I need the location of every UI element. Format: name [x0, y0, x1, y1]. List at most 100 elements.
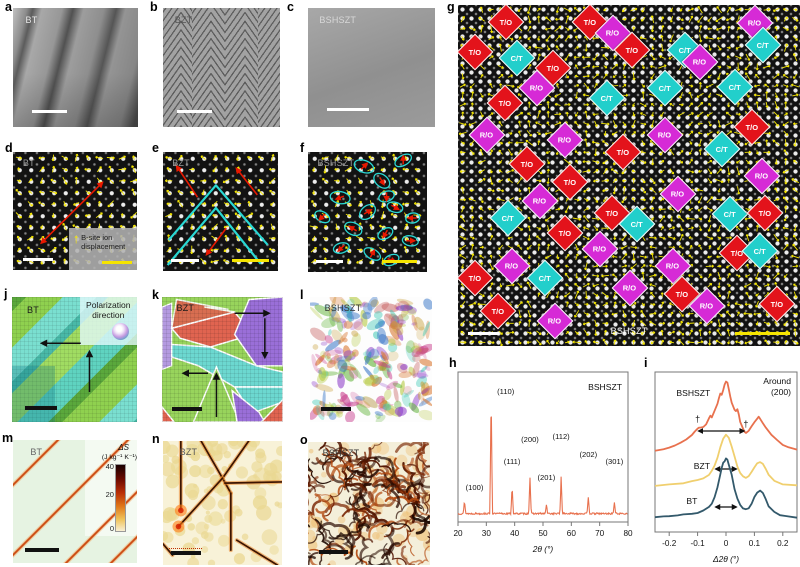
panel-letter-i: i: [644, 356, 648, 370]
svg-text:80: 80: [623, 529, 633, 538]
svg-text:60: 60: [567, 529, 577, 538]
sample-label: BSHSZT: [322, 448, 360, 459]
panel-i-peak-profiles: BSHSZT BZT BT † † Around (200) -0.2 -0.1 0 0.1 0.2 Δ…: [645, 358, 800, 566]
scale-bar: [24, 405, 57, 410]
svg-text:40: 40: [510, 529, 520, 538]
polarization-legend-inset: Polarization direction: [79, 297, 137, 345]
herringbone-strip: [180, 8, 193, 127]
crosshatch-texture: [162, 297, 283, 422]
scale-bar: [171, 551, 202, 556]
svg-text:20: 20: [453, 529, 463, 538]
sample-label: BSHSZT: [317, 158, 355, 168]
xrd-plot: (100) (110) (111) (200) (201) (112) (202) (301)…: [453, 371, 633, 554]
sample-label: BZT: [172, 157, 190, 168]
colorbar-gradient: [115, 464, 127, 532]
color-wheel-sphere: [111, 323, 129, 341]
svg-text:Δ2θ (°): Δ2θ (°): [712, 554, 739, 564]
panel-a-tem-bt: BT: [13, 8, 138, 127]
sample-label: BSHSZT: [324, 303, 362, 314]
svg-text:(202): (202): [579, 450, 597, 459]
herringbone-strip: [244, 8, 258, 127]
panel-d-stem-bt: ↑ B-site ion displacement BT: [13, 152, 137, 270]
sample-label: BZT: [174, 15, 193, 26]
svg-text:30: 30: [482, 529, 492, 538]
tem-uniform-texture: [308, 8, 435, 127]
scale-bar: [468, 332, 500, 336]
displacement-vector-field: [309, 153, 422, 266]
scale-bar: [318, 550, 349, 555]
polarization-arrows: [39, 339, 94, 392]
svg-text:†: †: [743, 419, 748, 429]
panel-letter-b: b: [150, 0, 158, 14]
colorbar-tick-40: 40: [105, 462, 114, 471]
domain-wall-network: [163, 441, 282, 565]
colorbar-tick-0: 0: [109, 524, 114, 533]
herringbone-strip: [192, 8, 211, 127]
vector-scale-bar: [735, 332, 790, 336]
entropy-colorbar: ΔS (J kg⁻¹ K⁻¹) 40 20 0: [77, 440, 137, 563]
panel-letter-a: a: [5, 0, 12, 14]
svg-text:Around: Around: [763, 376, 791, 386]
displacement-vector-field: [164, 153, 276, 265]
nanodomain-wall-squiggles: [308, 442, 430, 565]
panel-h-xrd: (100) (110) (111) (200) (201) (112) (202) (301)…: [450, 358, 635, 566]
svg-text:(110): (110): [497, 387, 515, 396]
herringbone-strip: [257, 8, 280, 127]
sample-label: BZT: [179, 447, 198, 458]
domain-shade: [12, 365, 55, 422]
panel-letter-k: k: [152, 288, 159, 302]
svg-text:BT: BT: [686, 496, 698, 506]
colorbar-tick-20: 20: [105, 490, 114, 499]
panel-l-polarization-bshszt: BSHSZT: [310, 297, 432, 422]
svg-text:-0.2: -0.2: [662, 539, 677, 548]
tem-herringbone-texture: [163, 8, 280, 127]
polarization-arrows: [181, 309, 271, 417]
panel-letter-h: h: [449, 356, 457, 370]
domain-annotation: [166, 164, 269, 266]
panel-letter-n: n: [152, 432, 160, 446]
scale-bar: [171, 407, 202, 411]
sample-label: BT: [27, 304, 39, 315]
panel-letter-f: f: [300, 141, 305, 155]
svg-text:BZT: BZT: [694, 461, 711, 471]
sample-label: BT: [25, 15, 38, 26]
domain-annotation: [40, 181, 104, 245]
svg-text:(111): (111): [504, 457, 521, 466]
scale-bar: [177, 110, 213, 114]
panel-letter-c: c: [287, 0, 294, 14]
dotted-profile-line: [168, 547, 203, 549]
panel-letter-o: o: [300, 433, 308, 447]
scale-bar: [327, 107, 369, 111]
svg-text:(100): (100): [466, 483, 484, 492]
inset-caption: Polarization direction: [86, 300, 131, 321]
panel-g-stem-phase-map: T/O T/O R/O R/O T/O C/T T/O C/T C/T R/O T/O R/O C/T C…: [458, 5, 800, 346]
colorbar-units: (J kg⁻¹ K⁻¹): [101, 454, 137, 461]
polar-cluster-annotation: [314, 153, 421, 267]
svg-text:(200): (200): [771, 387, 791, 397]
sample-label: BSHSZT: [319, 15, 357, 26]
svg-text:(112): (112): [553, 432, 571, 441]
svg-text:BSHSZT: BSHSZT: [588, 382, 623, 392]
svg-text:BSHSZT: BSHSZT: [676, 388, 711, 398]
svg-text:0.2: 0.2: [777, 539, 789, 548]
svg-text:(200): (200): [521, 435, 539, 444]
panel-k-polarization-bzt: BZT: [162, 297, 283, 422]
panel-letter-e: e: [152, 141, 159, 155]
panel-letter-d: d: [5, 141, 13, 155]
panel-c-tem-bshszt: BSHSZT: [308, 8, 435, 127]
peak-profile-plot: BSHSZT BZT BT † † Around(200) -0.2 -0.1 0 0.1 0.2 Δ…: [654, 371, 798, 564]
scale-bar: [31, 110, 67, 114]
scale-bar: [22, 258, 53, 262]
panel-b-tem-bzt: BZT: [163, 8, 280, 127]
vector-scale-bar: [381, 260, 418, 263]
svg-text:0: 0: [724, 539, 729, 548]
panel-o-entropy-bshszt: BSHSZT: [308, 442, 430, 565]
panel-letter-l: l: [300, 288, 304, 302]
vector-scale-bar: [232, 259, 269, 263]
panel-letter-j: j: [4, 287, 8, 301]
colorbar-title: ΔS: [118, 443, 129, 452]
svg-text:0.1: 0.1: [749, 539, 761, 548]
herringbone-strip: [163, 8, 181, 127]
panel-f-stem-bshszt: BSHSZT: [308, 152, 427, 272]
